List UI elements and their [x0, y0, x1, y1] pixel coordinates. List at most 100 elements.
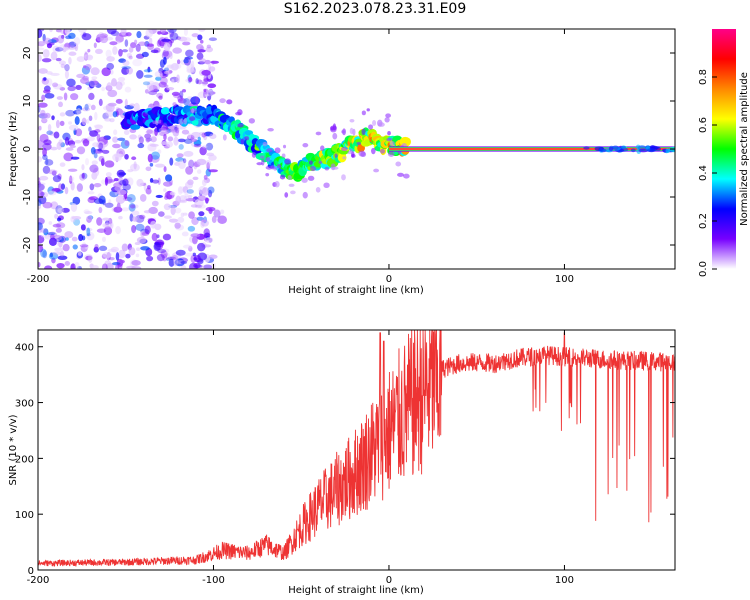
spectrogram-speckle — [64, 29, 71, 35]
spectrogram-speckle — [122, 60, 130, 66]
spectrogram-side-lobe — [265, 172, 270, 177]
snr-y-axis-label: SNR (10 * v/v) — [8, 414, 19, 485]
spectrogram-speckle — [118, 58, 126, 63]
spectrogram-speckle — [156, 39, 162, 47]
spectrogram-speckle — [196, 216, 204, 221]
spectrogram-side-lobe — [386, 137, 393, 142]
spectrogram-speckle — [187, 225, 196, 232]
spectrogram-speckle — [128, 202, 136, 212]
spectrogram-side-lobe — [324, 166, 330, 171]
spectrogram-echo — [646, 148, 657, 153]
spectrogram-speckle — [156, 254, 165, 262]
spectrogram-echo — [665, 148, 671, 153]
spectrogram-speckle — [103, 226, 113, 236]
spectrogram-speckle — [190, 204, 198, 208]
spectrogram-side-lobe — [155, 119, 159, 126]
spectrogram-speckle — [55, 119, 60, 129]
spectrogram-speckle — [112, 153, 122, 162]
spectrogram-echo — [630, 148, 636, 153]
spectrogram-speckle — [96, 141, 105, 149]
spectrogram-speckle — [151, 232, 158, 242]
spectrogram-speckle — [126, 193, 136, 203]
colorbar: 0.0 0.2 0.4 0.6 0.8 Normalized spectral ampl… — [698, 29, 750, 277]
spectrogram-speckle — [129, 103, 136, 107]
spectrogram-speckle — [159, 59, 165, 68]
spectrogram-speckle — [81, 107, 91, 112]
spectrogram-speckle — [105, 172, 112, 177]
spectrogram-speckle — [197, 34, 203, 41]
spectrogram-speckle — [163, 203, 171, 211]
spectrogram-speckle — [129, 204, 136, 209]
spectrogram-speckle — [177, 95, 184, 102]
spectrogram-speckle — [211, 215, 217, 224]
spectrogram-speckle — [76, 183, 83, 192]
spectrogram-side-lobe — [310, 165, 317, 172]
spectrogram-speckle — [157, 177, 161, 185]
spectrogram-speckle — [131, 156, 137, 161]
spectrogram-speckle — [128, 247, 136, 256]
spectrogram-speckle — [56, 217, 62, 222]
spectrogram-speckle — [47, 190, 57, 196]
spectrogram-speckle — [177, 59, 181, 65]
spectrogram-side-lobe — [265, 157, 271, 162]
spectrogram-speckle — [194, 198, 204, 208]
spectrogram-speckle — [147, 217, 155, 222]
spectrogram-speckle — [94, 124, 104, 130]
spectrogram-speckle — [93, 182, 102, 188]
spectrogram-side-lobe — [262, 141, 268, 147]
spectrogram-speckle — [195, 96, 199, 105]
spectrogram-speckle — [38, 177, 41, 184]
spectrogram-speckle — [139, 214, 146, 220]
spectrogram-speckle — [134, 39, 138, 45]
spectrogram-speckle — [98, 155, 105, 163]
spectrogram-speckle — [127, 169, 134, 173]
spectrogram-echo — [583, 146, 590, 150]
spectrogram-speckle — [115, 226, 121, 235]
spectrogram-speckle — [124, 39, 129, 47]
spectrogram-speckle — [179, 199, 187, 204]
spectrogram-speckle — [116, 169, 126, 178]
spectrogram-speckle — [118, 48, 123, 57]
spectrogram-speckle — [143, 69, 153, 73]
spectrogram-side-lobe — [397, 172, 404, 177]
spectrogram-speckle — [43, 139, 52, 146]
spectrogram-speckle — [155, 194, 163, 199]
spectrogram-ridge-blob — [337, 152, 347, 163]
spectrogram-speckle — [207, 83, 217, 89]
spectrogram-speckle — [43, 89, 51, 94]
spectrogram-side-lobe — [315, 131, 322, 136]
spectrogram-speckle — [61, 34, 65, 39]
spectrogram-speckle — [42, 250, 48, 259]
spectrogram-speckle — [131, 224, 137, 234]
spectrogram-speckle — [70, 215, 76, 223]
spectrogram-speckle — [201, 219, 207, 223]
spectrogram-speckle — [57, 255, 68, 261]
spectrogram-side-lobe — [356, 141, 361, 146]
spectrogram-speckle — [89, 164, 99, 173]
spectrogram-speckle — [93, 167, 100, 177]
spectrogram-speckle — [104, 177, 109, 186]
spectrogram-side-lobe — [167, 136, 174, 142]
spectrogram-speckle — [58, 101, 63, 108]
spectrogram-speckle — [169, 157, 174, 166]
spectrogram-speckle — [86, 215, 93, 221]
spectrogram-speckle — [145, 187, 152, 195]
spectrogram-speckle — [84, 103, 89, 111]
spectrogram-speckle — [84, 211, 93, 215]
spectrogram-speckle — [196, 52, 204, 60]
spectrogram-speckle — [46, 71, 53, 75]
spectrogram-speckle — [206, 44, 212, 49]
spectrogram-speckle — [169, 29, 175, 38]
x-tick-label: 0 — [386, 274, 392, 285]
spectrogram-speckle — [144, 225, 151, 235]
spectrogram-speckle — [59, 112, 66, 117]
spectrogram-speckle — [183, 150, 194, 157]
spectrogram-side-lobe — [281, 153, 286, 158]
spectrogram-speckle — [93, 148, 103, 154]
spectrogram-speckle — [102, 149, 110, 154]
spectrogram-speckle — [54, 213, 59, 219]
spectrogram-speckle — [101, 263, 108, 269]
spectrogram-side-lobe — [174, 127, 180, 134]
spectrogram-side-lobe — [372, 120, 377, 126]
snr-plot-area — [38, 330, 675, 570]
